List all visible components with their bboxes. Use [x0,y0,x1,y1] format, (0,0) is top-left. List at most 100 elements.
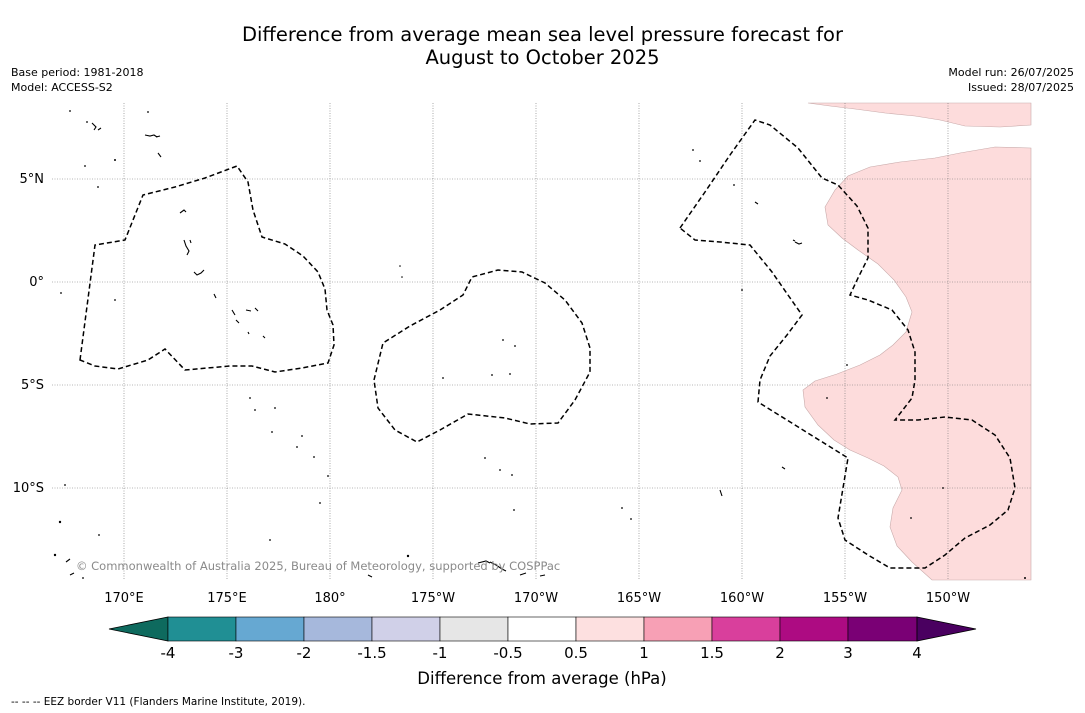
colorbar-bin [235,616,305,642]
colorbar-tick-label: 1 [639,644,649,662]
eez-border-tokelau [373,269,591,443]
island-dot [826,397,828,399]
lat-label-0: 0° [29,275,44,290]
colorbar-tick-label: 3 [843,644,853,662]
island [719,466,786,497]
colorbar: -4 -3 -2 -1.5 -1 -0.5 0.5 1 1.5 2 3 4 Di… [108,616,977,688]
colorbar-ticks: -4 -3 -2 -1.5 -1 -0.5 0.5 1 1.5 2 3 4 [161,644,922,662]
colorbar-bin [847,616,918,642]
copyright-notice: © Commonwealth of Australia 2025, Bureau… [76,559,561,573]
island-dot [69,110,71,112]
lon-label-155w: 155°W [823,591,867,606]
island-dot [114,299,116,301]
colorbar-tick-label: 4 [912,644,922,662]
island-dot [484,457,486,459]
colorbar-bin [439,616,509,642]
island-dot [319,502,321,504]
colorbar-tick-label: 1.5 [700,644,724,662]
colorbar-tick-label: -0.5 [493,644,522,662]
island [91,122,102,131]
island [65,558,373,578]
island-dot [910,517,912,519]
island-dot [82,577,84,579]
island-dot [692,149,694,151]
colorbar-bins [167,616,918,642]
island-dot [301,435,303,437]
eez-border-line-islands [678,119,1016,569]
colorbar-tick-label: -1.5 [357,644,386,662]
eez-border-kiribati-gilbert [79,165,335,373]
lon-label-175e: 175°E [207,591,247,606]
island-dot [846,364,848,366]
island-dot [401,276,403,278]
lon-label-150w: 150°W [926,591,970,606]
lon-label-180: 180° [314,591,345,606]
colorbar-bin [167,616,237,642]
lat-label-10s: 10°S [13,481,44,496]
island-dot [741,289,743,291]
positive-anomaly-area [802,102,1032,581]
colorbar-tick-label: 0.5 [564,644,588,662]
eez-footnote: -- -- -- EEZ border V11 (Flanders Marine… [11,696,306,708]
colorbar-tick-label: -2 [297,644,312,662]
lon-label-170w: 170°W [514,591,558,606]
island-dot [513,509,515,511]
model-name: Model: ACCESS-S2 [11,81,113,94]
island [477,560,507,572]
island-dot [313,456,315,458]
lat-label-5s: 5°S [21,378,44,393]
lon-label-165w: 165°W [617,591,661,606]
island-dot [442,377,444,379]
island-dots [53,110,1026,579]
island-dot [274,407,276,409]
map-title-line-1: Difference from average mean sea level p… [242,23,843,46]
island [519,572,546,577]
island-dot [502,339,504,341]
issued-date: Issued: 28/07/2025 [967,81,1074,94]
island-dot [271,431,273,433]
latitude-labels: 5°N 0° 5°S 10°S [13,172,44,496]
island-dot [86,121,88,123]
base-period: Base period: 1981-2018 [11,66,144,79]
island [179,209,187,214]
colorbar-tick-label: -4 [161,644,176,662]
colorbar-over-arrow [916,616,977,642]
graticule [52,103,1031,580]
colorbar-bin [575,616,645,642]
island-dot [514,345,516,347]
colorbar-bin [779,616,849,642]
island-dot [296,446,298,448]
island-dot [406,554,410,558]
longitude-labels: 170°E 175°E 180° 175°W 170°W 165°W 160°W… [104,591,970,606]
island [754,201,803,245]
island-dot [58,520,62,524]
island-dot [630,518,632,520]
colorbar-bin [371,616,441,642]
island [144,134,161,138]
island [193,269,205,276]
island-dot [1024,577,1026,579]
island-dot [269,539,271,541]
island [183,239,192,256]
meta-right: Model run: 26/07/2025 Issued: 28/07/2025 [948,65,1074,95]
lon-label-160w: 160°W [720,591,764,606]
model-run: Model run: 26/07/2025 [948,66,1074,79]
map-title-line-2: August to October 2025 [425,46,660,69]
island-dot [942,487,944,489]
colorbar-tick-label: -3 [229,644,244,662]
colorbar-under-arrow [108,616,169,642]
eez-borders [79,119,1016,569]
island-dot [509,373,511,375]
island [235,319,266,339]
island-dot [621,507,623,509]
lon-label-170e: 170°E [104,591,144,606]
island-dot [97,186,99,188]
island-dot [254,409,256,411]
colorbar-bin [303,616,373,642]
colorbar-bin [711,616,781,642]
island-dot [699,160,701,162]
island-dot [399,265,401,267]
island-dot [84,165,86,167]
colorbar-tick-label: -1 [433,644,448,662]
